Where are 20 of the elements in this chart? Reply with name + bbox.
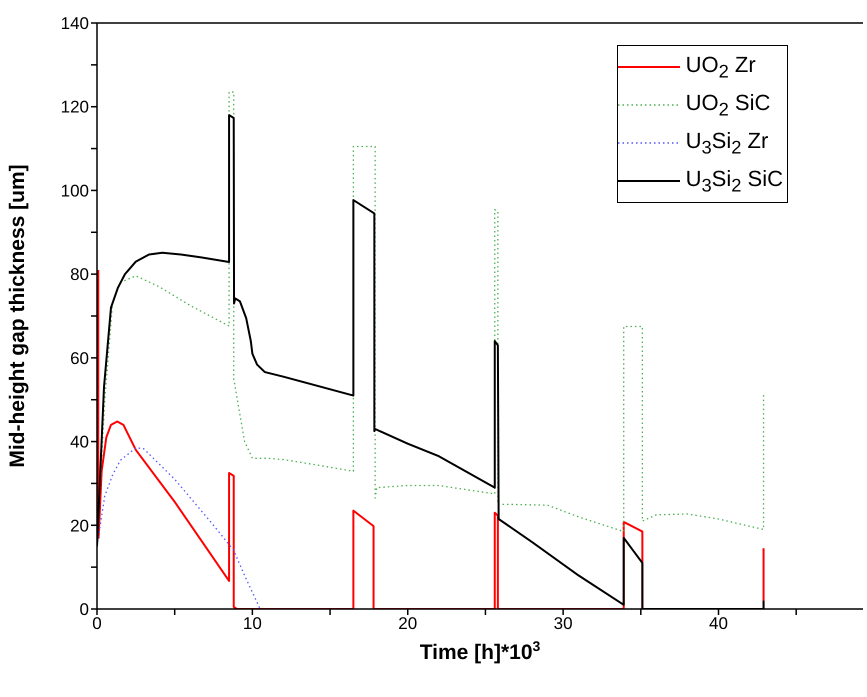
y-tick-label: 20 xyxy=(70,516,89,536)
y-tick-label: 120 xyxy=(60,98,89,117)
y-tick-label: 60 xyxy=(70,348,89,368)
line-series xyxy=(97,268,765,609)
x-tick-label: 20 xyxy=(398,614,418,634)
x-tick-label: 40 xyxy=(709,614,728,634)
x-tick-label: 0 xyxy=(92,614,102,634)
legend-label: U$_{3}$Si$_{2}$ Zr xyxy=(686,128,768,158)
x-tick-label: 30 xyxy=(554,614,573,634)
y-tick-label: 80 xyxy=(70,265,89,284)
y-tick-label: 140 xyxy=(60,14,89,34)
y-tick-label: 100 xyxy=(60,181,89,200)
legend-label: UO$_{2}$ Zr xyxy=(686,52,756,82)
y-tick-label: 40 xyxy=(70,432,89,452)
y-axis-title: Mid-height gap thickness [um] xyxy=(6,164,29,468)
x-axis-title: Time [h]*10$^{3}$ xyxy=(420,638,541,664)
x-tick-label: 10 xyxy=(242,614,262,634)
y-tick-label: 0 xyxy=(80,600,89,620)
legend-label: UO$_{2}$ SiC xyxy=(686,90,770,120)
legend-label: U$_{3}$Si$_{2}$ SiC xyxy=(686,166,783,196)
